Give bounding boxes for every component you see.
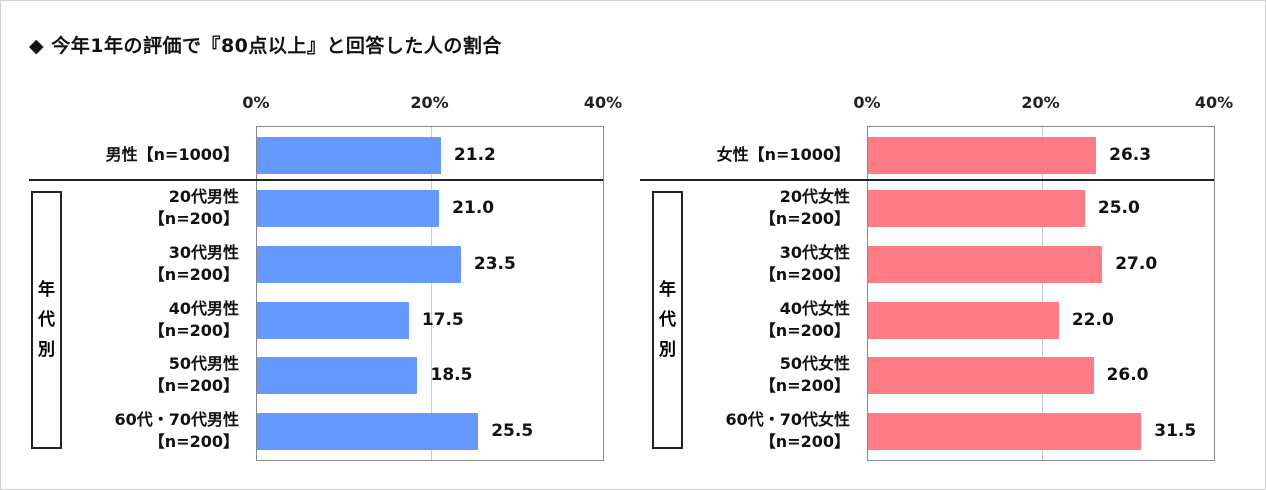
group-label-char: 年: [659, 280, 676, 300]
bar: [257, 137, 441, 174]
category-label: 女性【n=1000】: [717, 144, 850, 166]
category-label: 40代女性【n=200】: [760, 298, 850, 342]
group-label-box: 年代別: [652, 191, 683, 449]
category-label-line: 40代女性: [779, 299, 850, 318]
category-label-line: 30代女性: [779, 243, 850, 262]
category-label: 30代女性【n=200】: [760, 242, 850, 286]
category-label-line: 【n=200】: [759, 432, 850, 451]
separator-line: [29, 179, 603, 181]
data-label: 22.0: [1071, 310, 1114, 330]
category-label-line: 20代男性: [168, 187, 239, 206]
category-label: 60代・70代女性【n=200】: [725, 409, 850, 453]
category-label-line: 【n=200】: [148, 265, 239, 284]
group-label-char: 別: [38, 340, 55, 360]
category-label-line: 【n=200】: [148, 321, 239, 340]
category-label: 20代男性【n=200】: [149, 186, 239, 230]
bar: [868, 413, 1142, 450]
category-label-line: 40代男性: [168, 299, 239, 318]
bar: [868, 137, 1097, 174]
data-label: 21.2: [453, 145, 496, 165]
category-label-line: 【n=200】: [148, 209, 239, 228]
bar: [868, 357, 1094, 394]
plot-area: [867, 126, 1215, 461]
data-label: 31.5: [1154, 421, 1197, 441]
group-label-char: 代: [659, 310, 676, 330]
bar: [868, 302, 1059, 339]
category-label: 30代男性【n=200】: [149, 242, 239, 286]
axis-tick-label: 0%: [242, 93, 270, 112]
group-label-char: 代: [38, 310, 55, 330]
category-label-line: 【n=200】: [759, 321, 850, 340]
category-label-line: 50代女性: [779, 354, 850, 373]
axis-tick-label: 40%: [1194, 93, 1234, 112]
group-label-box: 年代別: [31, 191, 62, 449]
category-label-line: 60代・70代男性: [114, 410, 239, 429]
data-label: 25.5: [491, 421, 534, 441]
chart-title: ◆ 今年1年の評価で『80点以上』と回答した人の割合: [29, 35, 502, 57]
category-label-line: 女性【n=1000】: [716, 145, 850, 164]
category-label: 50代女性【n=200】: [760, 353, 850, 397]
category-label-line: 【n=200】: [148, 432, 239, 451]
category-label: 20代女性【n=200】: [760, 186, 850, 230]
category-label-line: 20代女性: [779, 187, 850, 206]
gridline: [430, 127, 432, 460]
data-label: 18.5: [430, 365, 473, 385]
data-label: 26.3: [1109, 145, 1152, 165]
category-label-line: 【n=200】: [759, 265, 850, 284]
axis-tick-label: 40%: [583, 93, 623, 112]
category-label-line: 【n=200】: [148, 376, 239, 395]
male-chart: 0% 20% 40% 年代別 21.2 男性【n=1000】 21.0 20代男性【n=200…: [1, 1, 623, 489]
category-label: 60代・70代男性【n=200】: [114, 409, 239, 453]
data-label: 25.0: [1097, 198, 1140, 218]
bar: [868, 246, 1103, 283]
category-label: 40代男性【n=200】: [149, 298, 239, 342]
plot-area: [256, 126, 604, 461]
separator-line: [640, 179, 1214, 181]
category-label: 50代男性【n=200】: [149, 353, 239, 397]
category-label-line: 【n=200】: [759, 376, 850, 395]
category-label-line: 60代・70代女性: [725, 410, 850, 429]
group-label-char: 別: [659, 340, 676, 360]
group-label-char: 年: [38, 280, 55, 300]
data-label: 17.5: [421, 310, 464, 330]
bar: [257, 357, 418, 394]
data-label: 21.0: [452, 198, 495, 218]
category-label-line: 50代男性: [168, 354, 239, 373]
female-chart: 0% 20% 40% 年代別 26.3 女性【n=1000】 25.0 20代女性【n=200…: [612, 1, 1234, 489]
category-label-line: 【n=200】: [759, 209, 850, 228]
axis-tick-label: 0%: [853, 93, 881, 112]
bar: [257, 246, 461, 283]
bar: [257, 190, 440, 227]
bar: [257, 413, 479, 450]
data-label: 27.0: [1115, 254, 1158, 274]
data-label: 23.5: [473, 254, 516, 274]
gridline: [1041, 127, 1043, 460]
category-label-line: 30代男性: [168, 243, 239, 262]
bar: [257, 302, 409, 339]
bar: [868, 190, 1085, 227]
data-label: 26.0: [1106, 365, 1149, 385]
category-label: 男性【n=1000】: [106, 144, 239, 166]
axis-tick-label: 20%: [410, 93, 449, 112]
axis-tick-label: 20%: [1021, 93, 1060, 112]
category-label-line: 男性【n=1000】: [105, 145, 239, 164]
